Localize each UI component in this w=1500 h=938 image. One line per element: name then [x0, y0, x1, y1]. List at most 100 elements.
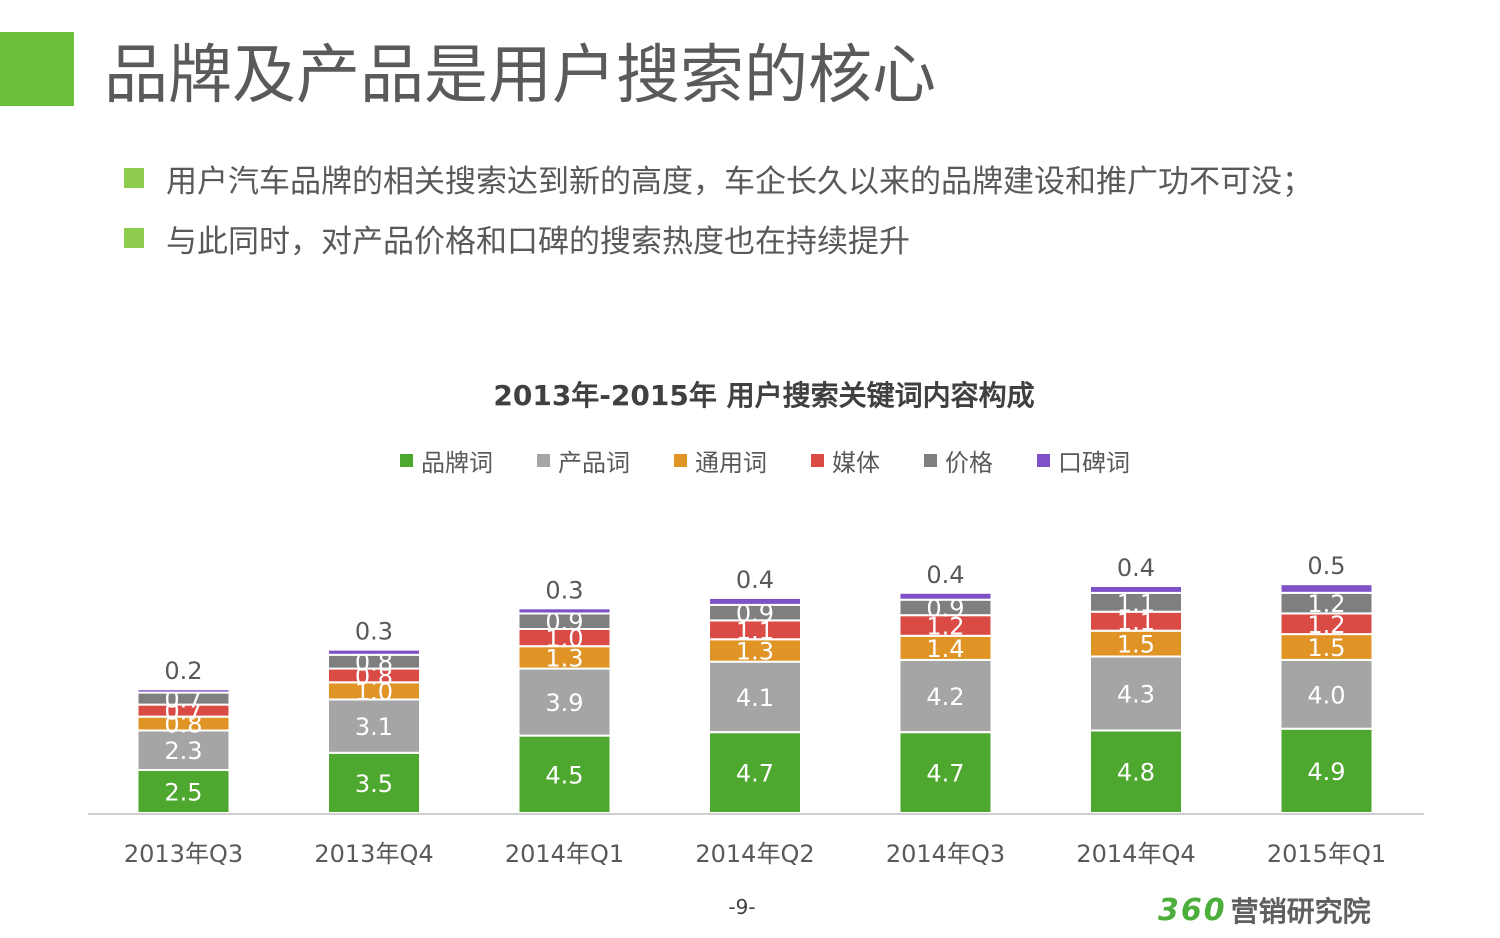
- bar-segment: [136, 688, 231, 694]
- bullet-item: 用户汽车品牌的相关搜索达到新的高度，车企长久以来的品牌建设和推广功不可没；: [124, 148, 1313, 208]
- bar-segment: [517, 667, 612, 737]
- data-label: 4.1: [736, 684, 774, 712]
- bar-stack: 4.94.01.51.21.20.5: [1279, 552, 1374, 815]
- logo-text: 营销研究院: [1230, 895, 1371, 928]
- legend-label: 媒体: [832, 448, 880, 477]
- x-tick-label: 2014年Q2: [695, 840, 814, 868]
- bar-segment: [1089, 585, 1183, 594]
- data-label: 4.3: [1117, 681, 1155, 709]
- legend-swatch: [537, 453, 550, 467]
- x-tick-label: 2013年Q3: [124, 840, 243, 868]
- bar-segment: [517, 607, 612, 615]
- brand-logo: 360 营销研究院: [1158, 890, 1371, 930]
- data-label: 1.3: [545, 644, 583, 672]
- data-label: 1.2: [1307, 611, 1345, 639]
- bar-segment: [327, 648, 421, 656]
- data-label: 0.3: [355, 618, 393, 646]
- page-number: -9-: [728, 895, 756, 919]
- bar-segment: [898, 658, 993, 734]
- bar-stack: 4.74.21.41.20.90.4: [898, 561, 993, 815]
- data-label: 4.8: [1117, 759, 1155, 787]
- bar-segment: [327, 698, 421, 754]
- x-tick-label: 2014年Q4: [1076, 840, 1195, 868]
- data-label: 1.5: [1117, 631, 1155, 659]
- chart-title: 2013年-2015年 用户搜索关键词内容构成: [493, 379, 1035, 412]
- bar-segment: [708, 597, 802, 606]
- x-tick-label: 2015年Q1: [1267, 840, 1386, 868]
- data-label: 4.7: [926, 760, 964, 788]
- data-label: 4.5: [545, 761, 583, 789]
- data-label: 3.9: [545, 689, 583, 717]
- title-accent-block: [0, 32, 74, 106]
- data-label: 1.4: [926, 635, 964, 663]
- data-label: 1.2: [926, 613, 964, 641]
- bar-segment: [136, 769, 231, 814]
- bar-segment: [898, 731, 993, 815]
- data-label: 0.4: [926, 561, 964, 589]
- data-label: 2.3: [164, 737, 202, 765]
- bar-segment: [517, 734, 612, 814]
- bar-stack: 2.52.30.80.70.70.2: [136, 657, 231, 814]
- legend-swatch: [1037, 453, 1050, 467]
- bar-stack: 4.84.31.51.11.10.4: [1089, 554, 1183, 815]
- data-label: 0.5: [1307, 552, 1345, 580]
- data-label: 0.3: [545, 576, 583, 604]
- data-label: 1.1: [1117, 608, 1155, 636]
- bar-segment: [1279, 727, 1374, 815]
- bar-segment: [136, 729, 231, 772]
- data-label: 0.4: [736, 566, 774, 594]
- legend-swatch: [811, 453, 824, 467]
- legend-label: 价格: [945, 448, 993, 477]
- legend-item: 品牌词: [400, 443, 493, 478]
- bullet-square-icon: [124, 228, 144, 248]
- bar-segment: [1089, 655, 1183, 732]
- data-label: 0.2: [164, 657, 202, 685]
- chart-legend: 品牌词 产品词 通用词 媒体 价格 口碑词: [400, 440, 1174, 480]
- legend-swatch: [674, 453, 687, 467]
- bar-segment: [1089, 629, 1183, 658]
- bar-segment: [708, 660, 802, 734]
- x-tick-label: 2013年Q4: [314, 840, 433, 868]
- bar-segment: [1089, 729, 1183, 815]
- legend-label: 口碑词: [1058, 448, 1130, 477]
- data-label: 0.4: [1117, 554, 1155, 582]
- bullet-square-icon: [124, 168, 144, 188]
- bullet-item: 与此同时，对产品价格和口碑的搜索热度也在持续提升: [124, 208, 1313, 268]
- data-label: 4.9: [1307, 758, 1345, 786]
- legend-item: 口碑词: [1037, 443, 1130, 478]
- legend-label: 产品词: [558, 448, 630, 477]
- bar-stack: 3.53.11.00.80.80.3: [327, 618, 421, 814]
- data-label: 3.5: [355, 770, 393, 798]
- data-label: 1.1: [1117, 589, 1155, 617]
- data-label: 4.7: [736, 760, 774, 788]
- data-label: 4.2: [926, 683, 964, 711]
- legend-item: 媒体: [811, 443, 880, 478]
- bullet-text: 用户汽车品牌的相关搜索达到新的高度，车企长久以来的品牌建设和推广功不可没；: [166, 163, 1313, 200]
- data-label: 3.1: [355, 713, 393, 741]
- bullet-list: 用户汽车品牌的相关搜索达到新的高度，车企长久以来的品牌建设和推广功不可没； 与此…: [124, 148, 1313, 268]
- legend-label: 品牌词: [421, 448, 493, 477]
- legend-item: 价格: [924, 443, 993, 478]
- data-label: 4.0: [1307, 681, 1345, 709]
- bar-segment: [708, 731, 802, 815]
- x-tick-label: 2014年Q1: [505, 840, 624, 868]
- bar-segment: [1279, 583, 1374, 594]
- legend-swatch: [924, 453, 937, 467]
- bar-segment: [1279, 633, 1374, 661]
- data-label: 1.3: [736, 638, 774, 666]
- page-title: 品牌及产品是用户搜索的核心: [104, 39, 936, 113]
- logo-number: 360: [1158, 892, 1227, 928]
- data-label: 1.1: [736, 617, 774, 645]
- x-tick-label: 2014年Q3: [886, 840, 1005, 868]
- bullet-text: 与此同时，对产品价格和口碑的搜索热度也在持续提升: [166, 223, 910, 260]
- bar-segment: [898, 591, 993, 601]
- legend-swatch: [400, 453, 413, 467]
- data-label: 1.2: [1307, 590, 1345, 618]
- bar-stack: 4.74.11.31.10.90.4: [708, 566, 802, 815]
- bar-segment: [1279, 658, 1374, 730]
- legend-item: 产品词: [537, 443, 630, 478]
- data-label: 1.5: [1307, 634, 1345, 662]
- data-label: 2.5: [164, 779, 202, 807]
- legend-label: 通用词: [695, 448, 767, 477]
